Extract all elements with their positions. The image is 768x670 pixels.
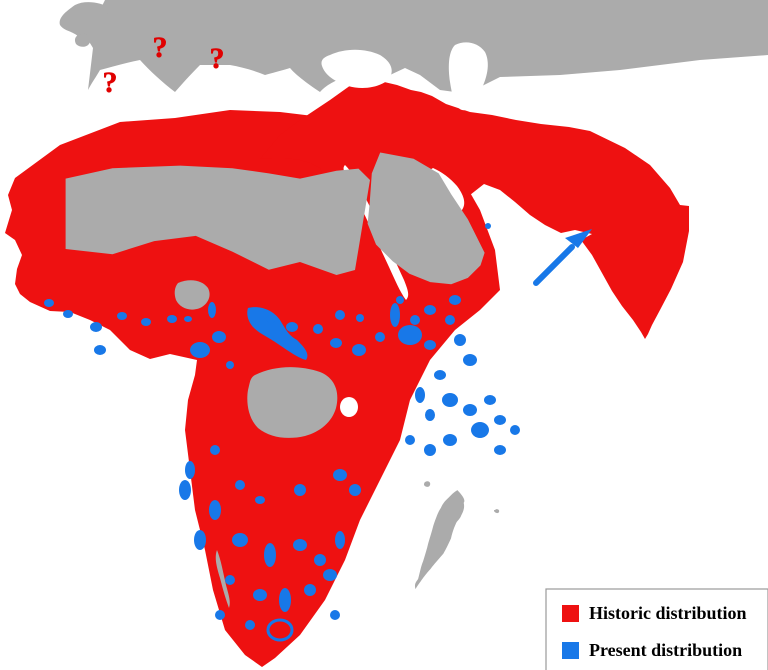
svg-text:Present distribution: Present distribution <box>589 640 742 660</box>
svg-text:?: ? <box>210 42 225 75</box>
svg-text:?: ? <box>103 66 118 99</box>
svg-text:?: ? <box>153 31 168 64</box>
svg-text:Historic distribution: Historic distribution <box>589 603 747 623</box>
